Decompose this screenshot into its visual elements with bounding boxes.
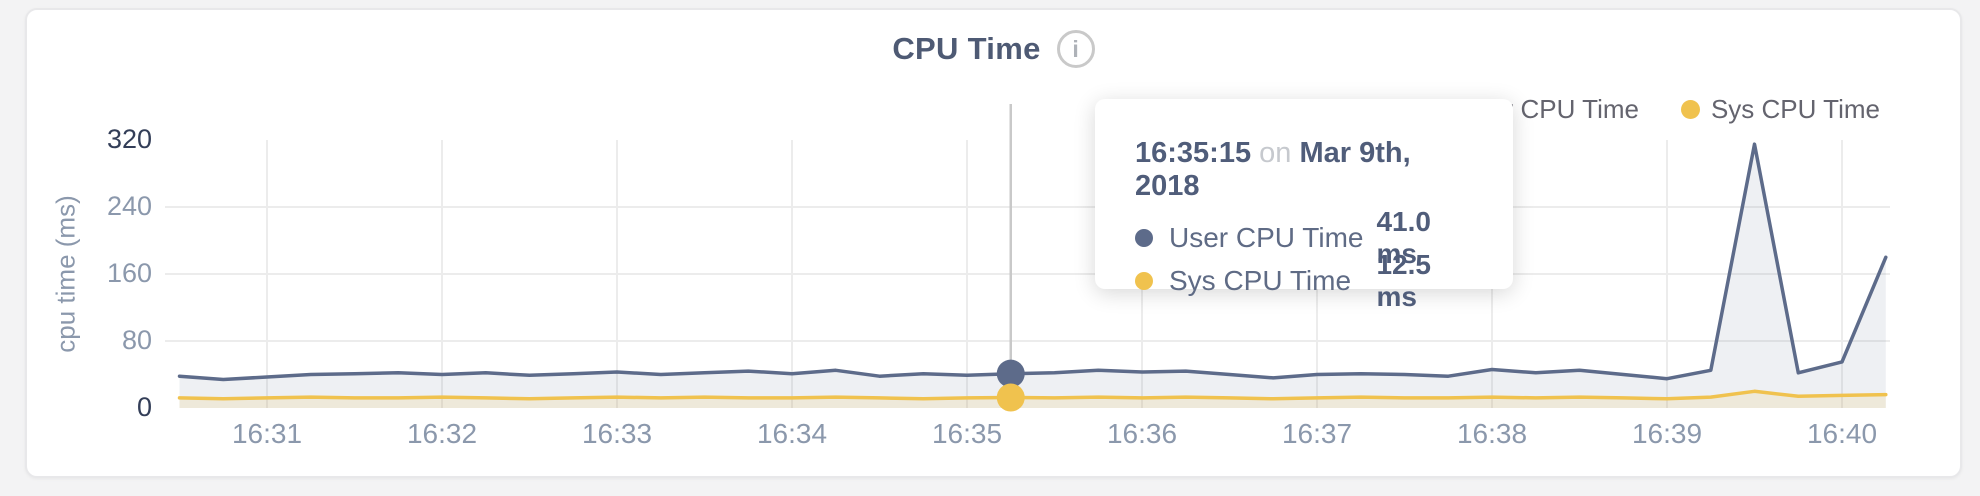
x-tick-16:39: 16:39 — [1631, 418, 1703, 449]
tooltip-date: Mar 9th, 2018 — [1135, 137, 1411, 202]
sys-cpu-line — [177, 389, 1888, 401]
user-cpu-area — [179, 144, 1886, 408]
user-cpu-line — [177, 142, 1888, 382]
legend-item-sys-cpu-time[interactable]: Sys CPU Time — [1680, 94, 1880, 125]
sys-cpu-area — [179, 391, 1886, 408]
hover-dot-user — [996, 359, 1025, 388]
y-tick-160: 160 — [106, 258, 152, 288]
chart-title: CPU Time — [892, 31, 1041, 66]
chart-header: CPU Time i — [25, 30, 1962, 68]
y-tick-0: 0 — [136, 392, 152, 422]
tooltip-row: User CPU Time 41.0 ms — [1135, 206, 1477, 269]
legend-label: Sys CPU Time — [1710, 94, 1880, 124]
chart-tooltip: 16:35:15 on Mar 9th, 2018 User CPU Time 4… — [1095, 99, 1513, 312]
y-tick-240: 240 — [106, 191, 152, 221]
x-tick-16:37: 16:37 — [1281, 418, 1353, 449]
legend-dot — [1680, 100, 1700, 119]
x-tick-16:40: 16:40 — [1806, 418, 1878, 449]
tooltip-rows: User CPU Time 41.0 ms Sys CPU Time 12.5 ms — [1135, 206, 1477, 312]
x-tick-16:36: 16:36 — [1106, 418, 1178, 449]
tooltip-connector: on — [1259, 137, 1292, 169]
tooltip-row-value: 41.0 ms — [1376, 205, 1431, 269]
x-tick-16:34: 16:34 — [756, 418, 828, 449]
x-tick-16:31: 16:31 — [231, 418, 303, 449]
x-tick-16:35: 16:35 — [931, 418, 1003, 449]
x-tick-16:33: 16:33 — [581, 418, 653, 449]
info-icon[interactable]: i — [1056, 30, 1095, 68]
tooltip-row: Sys CPU Time 12.5 ms — [1135, 249, 1477, 312]
x-tick-16:32: 16:32 — [406, 418, 478, 449]
tooltip-row-dot — [1135, 228, 1153, 247]
x-tick-16:38: 16:38 — [1456, 418, 1528, 449]
tooltip-row-dot — [1135, 271, 1153, 290]
hover-dot-sys — [996, 383, 1025, 412]
tooltip-header: 16:35:15 on Mar 9th, 2018 — [1135, 137, 1477, 203]
tooltip-row-label: Sys CPU Time — [1169, 264, 1352, 296]
y-tick-320: 320 — [106, 124, 152, 154]
tooltip-time: 16:35:15 — [1135, 137, 1252, 169]
y-tick-80: 80 — [121, 325, 152, 355]
tooltip-row-label: User CPU Time — [1169, 221, 1364, 253]
tooltip-row-value: 12.5 ms — [1376, 248, 1431, 312]
